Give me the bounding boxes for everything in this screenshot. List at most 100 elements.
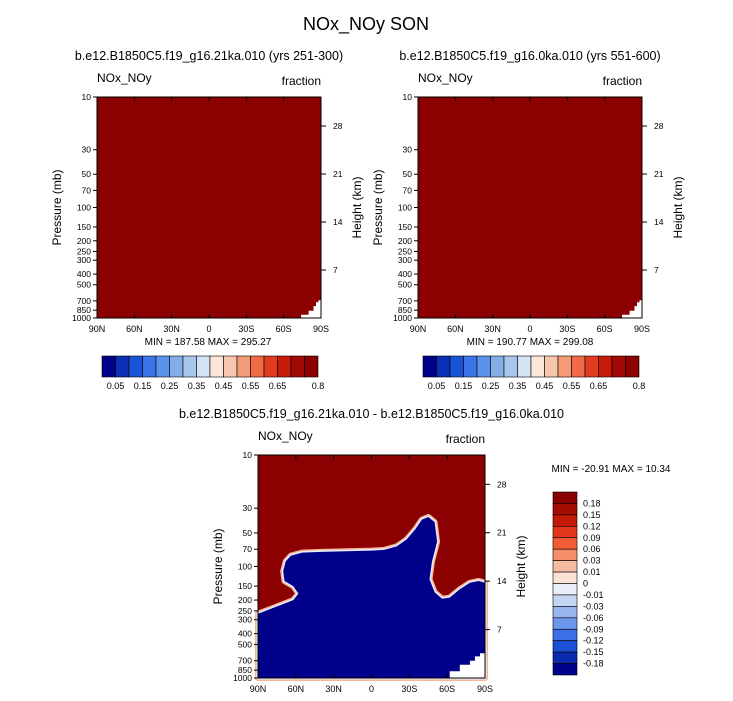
x-tick-label: 0	[527, 324, 532, 334]
colorbar-label: 0.45	[536, 381, 554, 391]
y-tick-label: 10	[243, 450, 253, 460]
y-tick-label: 700	[238, 656, 252, 666]
colorbar-box	[128, 355, 143, 378]
x-tick-label: 0	[206, 324, 211, 334]
colorbar-box	[517, 355, 532, 378]
colorbar-label: -0.03	[583, 601, 604, 611]
colorbar-label: 0.12	[583, 521, 601, 531]
panel-title: b.e12.B1850C5.f19_g16.21ka.010 - b.e12.B…	[179, 407, 564, 421]
y2-tick-label: 28	[497, 479, 507, 489]
colorbar-box	[223, 355, 238, 378]
missing-topography	[622, 297, 642, 318]
colorbar-box	[503, 355, 518, 378]
y-tick-label: 200	[77, 236, 91, 246]
y-tick-label: 300	[398, 255, 412, 265]
units-label: fraction	[446, 432, 485, 446]
colorbar-box	[544, 355, 559, 378]
y-tick-label: 70	[82, 185, 92, 195]
y-axis-title: Pressure (mb)	[371, 169, 385, 245]
x-tick-label: 60S	[439, 684, 455, 694]
colorbar-box	[552, 628, 578, 641]
colorbar-box	[196, 355, 211, 378]
colorbar-label: -0.09	[583, 624, 604, 634]
min-max-stats: MIN = 187.58 MAX = 295.27	[145, 337, 272, 348]
colorbar-box	[584, 355, 599, 378]
y-tick-label: 250	[77, 246, 91, 256]
colorbar-label: 0.06	[583, 544, 601, 554]
x-tick-label: 90N	[89, 324, 106, 334]
colorbar-label: -0.18	[583, 659, 604, 669]
y-tick-label: 100	[77, 203, 91, 213]
y-tick-label: 700	[398, 296, 412, 306]
x-tick-label: 90S	[477, 684, 493, 694]
y-tick-label: 400	[398, 269, 412, 279]
units-label: fraction	[282, 74, 321, 88]
colorbar-label: 0.05	[107, 381, 125, 391]
colorbar-label: 0.01	[583, 567, 601, 577]
x-tick-label: 30S	[238, 324, 254, 334]
y-tick-label: 400	[238, 629, 252, 639]
y2-axis-title: Height (km)	[514, 535, 528, 597]
y-tick-label: 850	[77, 305, 91, 315]
colorbar-box	[611, 355, 626, 378]
panel-bottom-difference: b.e12.B1850C5.f19_g16.21ka.010 - b.e12.B…	[179, 407, 671, 694]
colorbar-box	[115, 355, 130, 378]
colorbar-box	[436, 355, 451, 378]
y2-tick-label: 21	[333, 169, 343, 179]
missing-topography	[301, 297, 321, 318]
colorbar-box	[304, 355, 319, 378]
x-tick-label: 60S	[597, 324, 613, 334]
y-tick-label: 500	[398, 280, 412, 290]
figure-title: NOx_NOy SON	[303, 14, 429, 35]
colorbar-box	[557, 355, 572, 378]
y2-tick-label: 7	[497, 625, 502, 635]
colorbar-box	[182, 355, 197, 378]
colorbar-label: -0.06	[583, 613, 604, 623]
field-negative	[258, 517, 485, 678]
colorbar-box	[552, 503, 578, 516]
colorbar-label: 0.25	[482, 381, 500, 391]
x-tick-label: 90S	[634, 324, 650, 334]
colorbar-label: -0.01	[583, 590, 604, 600]
colorbar-box	[552, 491, 578, 504]
field-positive	[97, 97, 321, 318]
colorbar-box	[552, 514, 578, 527]
y-tick-label: 500	[238, 639, 252, 649]
colorbar-box	[263, 355, 278, 378]
y-axis-title: Pressure (mb)	[211, 528, 225, 604]
y-tick-label: 100	[238, 562, 252, 572]
x-tick-label: 30N	[163, 324, 180, 334]
y-tick-label: 400	[77, 269, 91, 279]
colorbar-label: 0.65	[269, 381, 287, 391]
units-label: fraction	[603, 74, 642, 88]
colorbar-box	[552, 571, 578, 584]
colorbar-label: 0.03	[583, 556, 601, 566]
y-tick-label: 200	[398, 236, 412, 246]
colorbar-box	[463, 355, 478, 378]
colorbar-box	[155, 355, 170, 378]
y-tick-label: 30	[243, 503, 253, 513]
colorbar-label: 0.45	[215, 381, 233, 391]
y-tick-label: 50	[403, 169, 413, 179]
variable-label: NOx_NOy	[97, 71, 152, 85]
field-positive	[418, 97, 642, 318]
min-max-stats: MIN = 190.77 MAX = 299.08	[467, 337, 594, 348]
colorbar-box	[277, 355, 292, 378]
colorbar-label: 0.05	[428, 381, 446, 391]
colorbar-box	[552, 594, 578, 607]
y-tick-label: 70	[403, 185, 413, 195]
y-tick-label: 700	[77, 296, 91, 306]
colorbar-box	[490, 355, 505, 378]
colorbar-box	[552, 526, 578, 539]
x-tick-label: 30S	[559, 324, 575, 334]
x-tick-label: 60N	[126, 324, 143, 334]
colorbar-box	[552, 583, 578, 596]
colorbar-label: 0.35	[509, 381, 527, 391]
y-tick-label: 300	[77, 255, 91, 265]
panel-top-right: b.e12.B1850C5.f19_g16.0ka.010 (yrs 551-6…	[371, 49, 685, 391]
x-tick-label: 90S	[313, 324, 329, 334]
colorbar-label: 0.55	[242, 381, 260, 391]
y-tick-label: 150	[238, 581, 252, 591]
x-tick-label: 30S	[401, 684, 417, 694]
